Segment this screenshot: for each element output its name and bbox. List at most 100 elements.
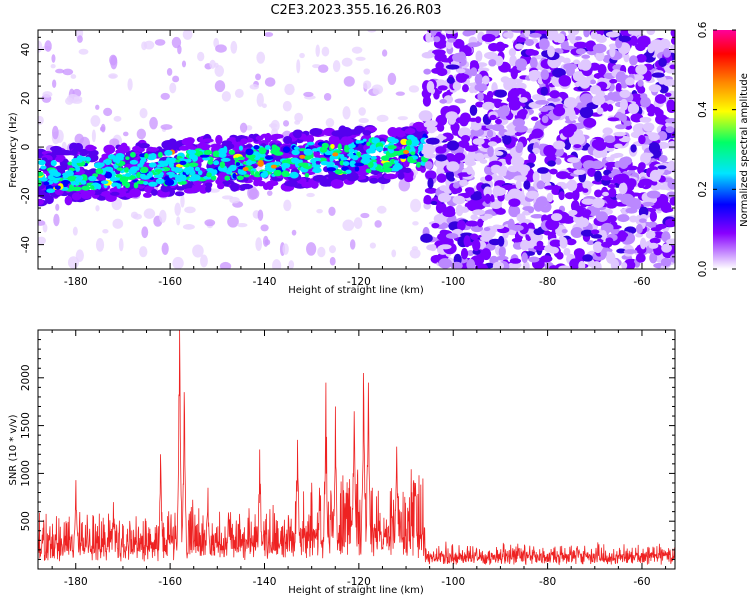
spectrogram-noise-cell bbox=[465, 145, 479, 152]
spectrogram-core-cell bbox=[129, 159, 139, 165]
spectrogram-noise-cell bbox=[571, 138, 584, 146]
spectrogram-noise-cell bbox=[490, 54, 498, 61]
spectrogram-noise-cell bbox=[486, 90, 494, 99]
spectrogram-halo-cell bbox=[315, 44, 320, 57]
spectrogram-noise-cell bbox=[627, 103, 640, 115]
spectrogram-noise-cell bbox=[513, 175, 528, 182]
spectrogram-noise-cell bbox=[543, 230, 552, 236]
spectrogram-noise-cell bbox=[435, 146, 447, 154]
spectrogram-noise-cell bbox=[670, 44, 675, 51]
spectrogram-band-cell bbox=[169, 144, 177, 152]
spectrogram-band-cell bbox=[202, 138, 214, 143]
spectrogram-noise-cell bbox=[515, 58, 528, 69]
spectrogram-band-cell bbox=[80, 190, 92, 200]
spectrogram-halo-cell bbox=[306, 192, 315, 198]
spectrogram-core-cell bbox=[297, 162, 308, 167]
spectrogram-noise-cell bbox=[618, 35, 631, 42]
spectrogram-noise-cell bbox=[505, 153, 513, 165]
spectrogram-core-cell bbox=[406, 134, 415, 140]
spectrogram-noise-cell bbox=[568, 209, 578, 216]
spectrogram-noise-cell bbox=[504, 193, 512, 201]
spectrogram-core-cell bbox=[382, 167, 392, 173]
spectrogram-core-cell bbox=[62, 182, 68, 187]
spectrogram-halo-cell bbox=[284, 83, 295, 96]
spectrogram-halo-cell bbox=[264, 32, 274, 37]
spectrogram-halo-cell bbox=[303, 91, 314, 97]
spectrogram-noise-cell bbox=[489, 114, 497, 121]
spectrogram-noise-cell bbox=[670, 30, 675, 38]
snr-x-label: Height of straight line (km) bbox=[288, 585, 424, 596]
spectrogram-noise-cell bbox=[475, 50, 483, 62]
spectrogram-core-cell bbox=[115, 153, 125, 159]
spectrogram-core-cell bbox=[139, 159, 145, 166]
spectrogram-halo-cell bbox=[143, 208, 156, 219]
spectrogram-core-cell bbox=[130, 151, 136, 158]
spectrogram-noise-cell bbox=[592, 241, 603, 254]
spectrogram-noise-cell bbox=[469, 104, 478, 116]
spectrogram-halo-cell bbox=[95, 238, 105, 252]
spectrogram-noise-cell bbox=[466, 30, 477, 36]
spectrogram-halo-cell bbox=[50, 64, 56, 69]
spectrogram-noise-cell bbox=[472, 239, 481, 252]
spectrogram-noise-cell bbox=[620, 156, 633, 166]
spectrogram-noise-cell bbox=[581, 54, 591, 59]
spectrogram-noise-cell bbox=[488, 238, 502, 246]
spectrogram-halo-cell bbox=[247, 186, 258, 200]
spectrogram-core-cell bbox=[43, 181, 50, 186]
spectrogram-halo-cell bbox=[209, 59, 216, 69]
spectrogram-noise-cell bbox=[573, 144, 582, 149]
spectrogram-band-cell bbox=[198, 141, 208, 151]
spectrogram-noise-cell bbox=[452, 182, 460, 189]
spectrogram-halo-cell bbox=[397, 116, 408, 121]
spectrogram-core-cell bbox=[291, 157, 300, 164]
spectrogram-band-cell bbox=[239, 183, 253, 190]
spectrogram-core-cell bbox=[392, 164, 403, 170]
spectrogram-core-cell bbox=[306, 141, 315, 146]
spectrogram-halo-cell bbox=[214, 65, 225, 77]
spectrogram-band-cell bbox=[64, 195, 73, 206]
spectrogram-core-cell bbox=[398, 154, 408, 159]
spectrogram-halo-cell bbox=[221, 91, 231, 102]
spectrogram-band-cell bbox=[293, 131, 302, 139]
spectrogram-noise-cell bbox=[532, 147, 540, 154]
spectrogram-noise-cell bbox=[535, 100, 550, 105]
spectrogram-noise-cell bbox=[504, 131, 516, 136]
spectrogram-noise-cell bbox=[529, 57, 538, 69]
spectrogram-noise-cell bbox=[509, 258, 522, 264]
spectrogram-halo-cell bbox=[369, 242, 377, 249]
spectrogram-core-cell bbox=[312, 167, 322, 174]
spectrogram-noise-cell bbox=[665, 118, 675, 124]
colorbar-tick-label: 0.0 bbox=[697, 261, 709, 278]
spectrogram-noise-cell bbox=[591, 139, 601, 149]
spectrogram-halo-cell bbox=[182, 30, 193, 40]
spectrogram-core-cell bbox=[367, 161, 374, 168]
spectrogram-halo-cell bbox=[44, 40, 52, 52]
spectrogram-halo-cell bbox=[108, 73, 118, 79]
spectrogram-noise-cell bbox=[618, 182, 628, 195]
spectrogram-noise-cell bbox=[474, 263, 488, 269]
spectrogram-core-cell bbox=[125, 156, 130, 161]
spectrogram-noise-cell bbox=[590, 79, 597, 85]
spectrogram-noise-cell bbox=[467, 42, 481, 48]
spectrogram-halo-cell bbox=[362, 80, 372, 90]
spectrogram-noise-cell bbox=[466, 258, 476, 269]
spectrogram-noise-cell bbox=[607, 183, 617, 189]
spectrogram-core-cell bbox=[50, 159, 57, 167]
spectrogram-halo-cell bbox=[174, 202, 181, 216]
spectrogram-noise-cell bbox=[460, 247, 469, 260]
spectrogram-core-cell bbox=[197, 170, 203, 176]
spectrogram-halo-cell bbox=[38, 115, 44, 125]
spectrogram-noise-cell bbox=[637, 181, 645, 189]
spectrogram-noise-cell bbox=[425, 170, 437, 180]
spectrogram-noise-cell bbox=[573, 41, 588, 49]
spectrogram-core-cell bbox=[210, 175, 217, 181]
spectrogram-halo-cell bbox=[256, 51, 266, 64]
spectrogram-noise-cell bbox=[623, 120, 632, 127]
spectrogram-noise-cell bbox=[602, 127, 613, 135]
spectrogram-band-cell bbox=[114, 187, 129, 193]
spectrogram-noise-cell bbox=[590, 234, 603, 239]
spectrogram-noise-cell bbox=[537, 167, 549, 174]
spectrogram-noise-cell bbox=[422, 143, 436, 155]
spectrogram-core-cell bbox=[199, 154, 210, 158]
spectrogram-halo-cell bbox=[112, 218, 124, 229]
